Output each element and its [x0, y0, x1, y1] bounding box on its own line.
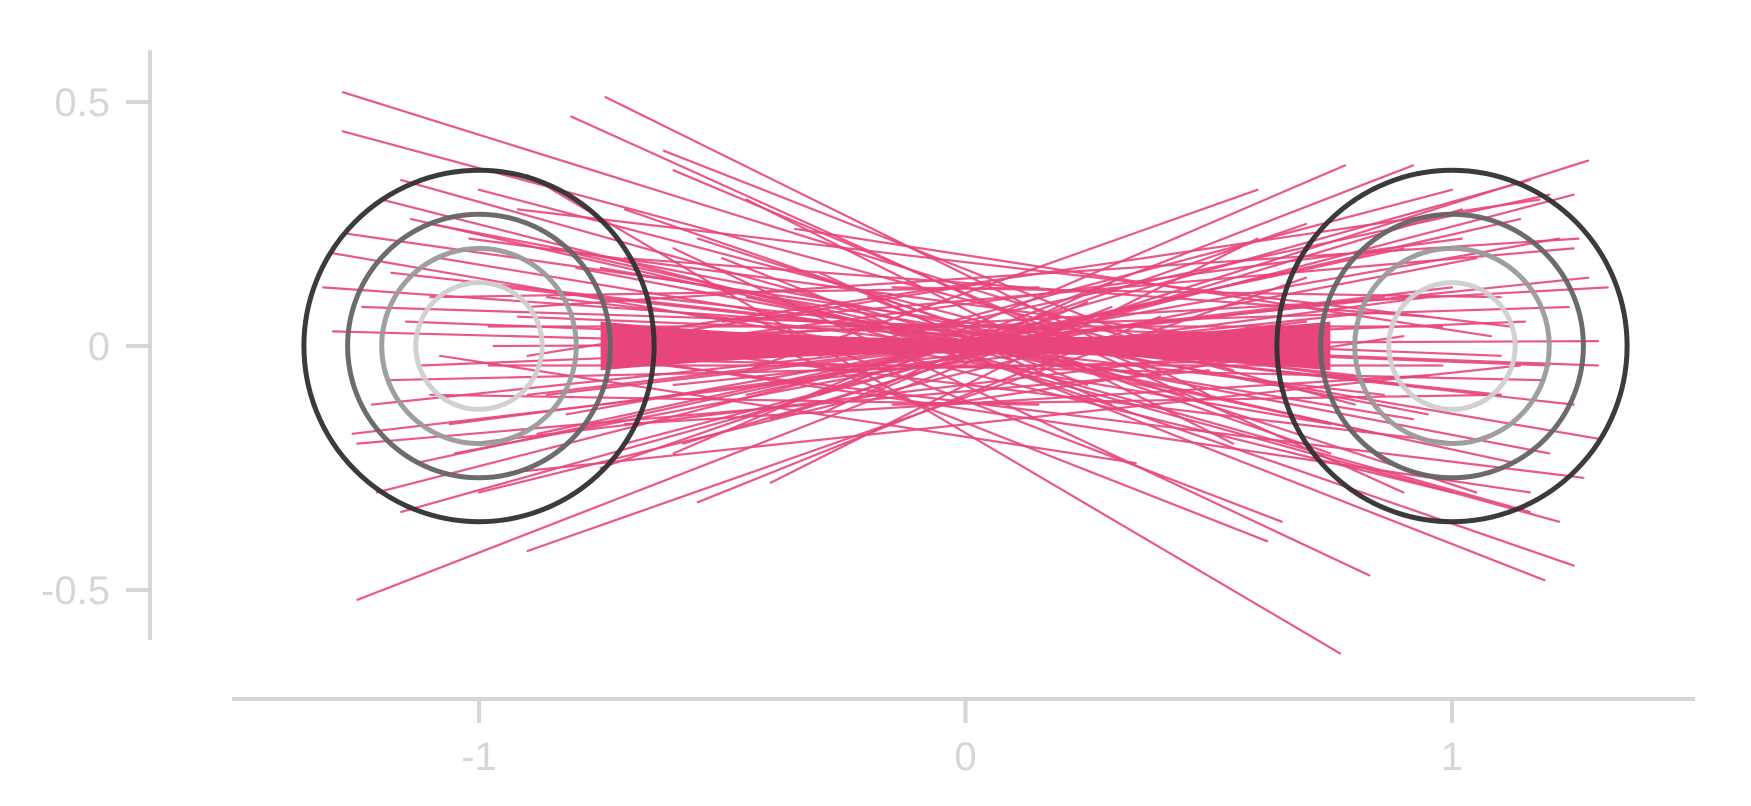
x-tick-label-0: -1 — [461, 735, 497, 779]
x-tick-label-2: 1 — [1441, 735, 1463, 779]
segment-line-92 — [867, 179, 1531, 367]
segment-line-62 — [721, 237, 1463, 338]
segment-line-91 — [400, 325, 1064, 513]
segment-line-60 — [468, 237, 1210, 338]
contour-ring-5 — [1318, 211, 1586, 481]
segment-line-98 — [721, 247, 1575, 323]
contour-ring-1 — [345, 211, 613, 481]
rings-layer — [301, 167, 1630, 525]
contour-ring-3 — [413, 280, 545, 412]
y-tick-label-1: 0 — [88, 325, 110, 369]
segment-line-100 — [794, 227, 1493, 338]
segment-line-101 — [439, 354, 1137, 465]
segment-line-90 — [400, 179, 1064, 367]
segment-line-6 — [526, 174, 1342, 655]
segment-line-89 — [623, 374, 1429, 426]
segment-line-83 — [745, 296, 1517, 465]
segment-line-99 — [356, 369, 1210, 445]
segment-line-75 — [507, 364, 1522, 474]
ticks-layer: 0.5 0 -0.5 -1 0 1 — [41, 81, 1463, 779]
x-tick-label-1: 0 — [954, 735, 976, 779]
segments-layer — [322, 91, 1609, 655]
segment-line-93 — [867, 325, 1531, 513]
segment-line-58 — [648, 305, 1570, 338]
axes-layer — [148, 50, 1695, 701]
segment-line-96 — [662, 149, 1137, 338]
segment-line-4 — [356, 305, 1113, 601]
segment-line-88 — [623, 257, 1429, 318]
contour-ring-2 — [379, 245, 579, 447]
contour-ring-6 — [1352, 245, 1552, 447]
segment-line-74 — [516, 208, 1512, 328]
segment-line-56 — [361, 305, 1283, 338]
segment-line-97 — [794, 354, 1269, 543]
contour-ring-4 — [1274, 167, 1630, 525]
y-tick-label-0: 0.5 — [54, 81, 110, 125]
contour-ring-0 — [301, 167, 657, 525]
segment-line-64 — [745, 198, 1235, 445]
contour-ring-7 — [1386, 280, 1518, 412]
y-tick-label-2: -0.5 — [41, 569, 110, 613]
segment-line-52 — [575, 266, 1551, 455]
segment-line-76 — [614, 198, 1541, 338]
segment-bundle-core — [600, 321, 1331, 371]
